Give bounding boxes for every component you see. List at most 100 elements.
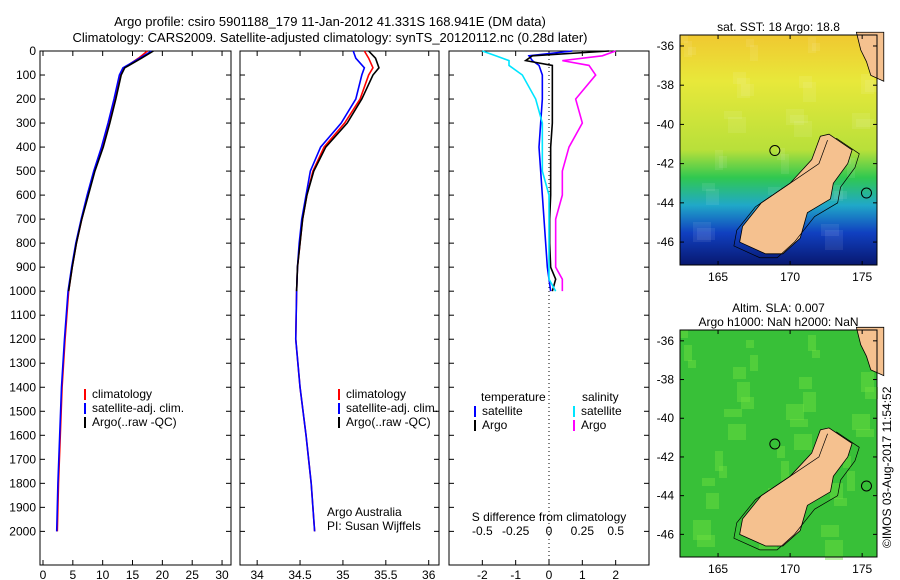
field-patch [693, 222, 711, 242]
field-patch [715, 451, 723, 471]
x-tick-label: 165 [708, 562, 728, 576]
legend-swatch [338, 417, 340, 428]
legend-label: Argo [482, 418, 508, 432]
float-marker [860, 480, 872, 492]
legend-swatch [338, 389, 340, 400]
field-patch [719, 156, 727, 168]
isobath-line [733, 431, 860, 551]
y-tick-label: -44 [657, 489, 675, 503]
y-tick-label: 1700 [9, 452, 36, 466]
field-patch [693, 520, 711, 540]
annotation-text: Argo Australia [327, 505, 402, 519]
field-patch [724, 111, 742, 119]
field-patch [702, 478, 715, 486]
legend-label: Argo(..raw -QC) [346, 415, 431, 429]
figure-title-line2: Climatology: CARS2009. Satellite-adjuste… [72, 30, 588, 45]
y-tick-label: -46 [657, 527, 675, 541]
y-tick-label: -38 [657, 78, 675, 92]
field-patch [715, 150, 723, 170]
y-tick-label: 1300 [9, 356, 36, 370]
field-patch [777, 446, 785, 458]
field-patch [861, 372, 874, 392]
x-tick-label: 165 [708, 270, 728, 284]
legend-label: satellite-adj. clim. [346, 401, 438, 415]
field-patch [719, 466, 727, 478]
y-tick-label: 500 [16, 164, 36, 178]
field-patch [803, 392, 816, 412]
field-patch [688, 360, 696, 368]
field-patch [777, 148, 785, 160]
x-tick-label: 0 [546, 568, 553, 580]
y-tick-label: -44 [657, 196, 675, 210]
field-patch [733, 367, 746, 379]
y-tick-label: 1400 [9, 380, 36, 394]
y-tick-label: 1900 [9, 500, 36, 514]
field-patch [865, 387, 878, 399]
field-patch [697, 228, 715, 240]
field-patch [808, 335, 816, 351]
field-patch [750, 45, 758, 61]
isobath-line [733, 137, 860, 259]
field-patch [830, 483, 843, 499]
x2-tick-label: -0.5 [472, 524, 493, 538]
legend-swatch [474, 406, 476, 417]
float-marker [860, 187, 872, 199]
field-patch [684, 41, 692, 57]
y-tick-label: 800 [16, 236, 36, 250]
y-tick-label: -36 [657, 39, 675, 53]
x-tick-label: 35.5 [374, 568, 398, 580]
y-tick-label: -42 [657, 450, 675, 464]
south-island-land [739, 133, 853, 255]
field-patch [803, 82, 816, 102]
series-line-argo-raw-qc- [295, 50, 380, 292]
field-patch [680, 35, 688, 43]
x-tick-label: 5 [69, 568, 76, 580]
watermark-text: ©IMOS 03-Aug-2017 11:54:52 [880, 386, 894, 548]
field-patch [825, 540, 843, 560]
field-patch [812, 350, 820, 358]
x2-tick-label: 0.25 [571, 524, 595, 538]
field-patch [852, 113, 870, 129]
field-patch [680, 330, 688, 338]
x-tick-label: 175 [852, 562, 872, 576]
field-patch [746, 39, 754, 47]
y-tick-label: 900 [16, 260, 36, 274]
legend-swatch [84, 389, 86, 400]
legend-label: Argo(..raw -QC) [92, 415, 177, 429]
legend-swatch [573, 420, 575, 431]
field-patch [812, 43, 820, 51]
legend-title: temperature [481, 390, 546, 404]
field-patch [706, 189, 719, 205]
field-patch [741, 84, 754, 96]
x-tick-label: 34.5 [288, 568, 312, 580]
y-tick-label: -40 [657, 411, 675, 425]
x-tick-label: 20 [156, 568, 170, 580]
legend-swatch [474, 420, 476, 431]
legend-swatch [84, 417, 86, 428]
x-tick-label: 0 [40, 568, 47, 580]
field-patch [781, 154, 789, 174]
series-line-satellite-adj-clim- [55, 50, 153, 532]
field-patch [733, 72, 746, 84]
series-line-satellite-adj-clim- [294, 50, 366, 532]
x-tick-label: 35 [336, 568, 350, 580]
field-patch [786, 109, 804, 125]
x-tick-label: 170 [780, 270, 800, 284]
field-patch [741, 397, 754, 409]
field-patch [728, 424, 746, 440]
x-tick-label: 25 [186, 568, 200, 580]
x-tick-label: 2 [612, 568, 619, 580]
y-tick-label: 700 [16, 212, 36, 226]
legend-label: satellite [482, 404, 523, 418]
field-patch [746, 340, 754, 348]
legend-label: satellite [581, 404, 622, 418]
field-patch [781, 461, 789, 481]
sst-map-axes-box [679, 34, 878, 266]
legend-label: satellite-adj. clim. [92, 401, 184, 415]
y-tick-label: -38 [657, 373, 675, 387]
field-patch [697, 535, 715, 547]
legend-label: Argo [581, 418, 607, 432]
argo-position-marker [769, 438, 781, 450]
